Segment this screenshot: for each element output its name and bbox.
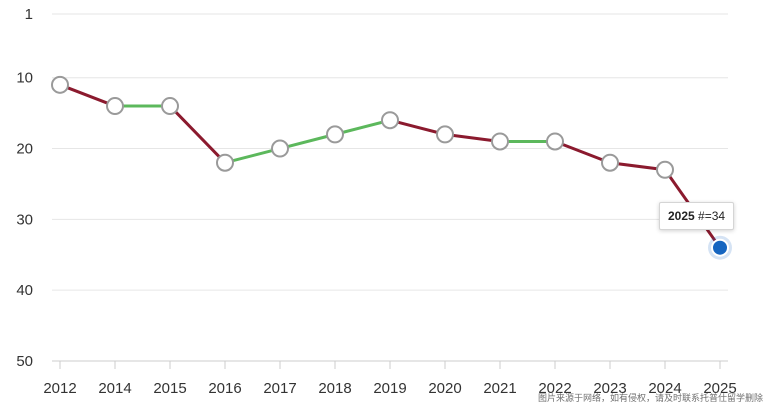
line-segment: [333, 118, 392, 136]
data-point[interactable]: [656, 160, 674, 179]
data-point[interactable]: [216, 153, 234, 172]
tooltip-year: 2025: [668, 209, 695, 223]
data-point[interactable]: [436, 125, 454, 144]
x-tick-label: 2024: [648, 380, 681, 397]
x-tick-label: 2025: [703, 380, 736, 397]
data-tooltip: 2025 #=34: [659, 202, 735, 230]
y-axis-ticks: 1 10 20 30 40 50: [16, 6, 33, 370]
data-point[interactable]: [271, 139, 289, 158]
watermark-text: 图片来源于网络，如有侵权，请及时联系托普仕留学删除: [537, 394, 763, 404]
line-segment: [278, 132, 337, 151]
x-tick-label: 2014: [98, 380, 131, 397]
data-point[interactable]: [106, 97, 124, 116]
line-segment: [223, 147, 282, 165]
x-tick-label: 2018: [318, 380, 351, 397]
y-tick-label: 1: [25, 6, 33, 23]
x-tick-label: 2016: [208, 380, 241, 397]
y-tick-label: 20: [16, 141, 33, 158]
data-point[interactable]: [546, 132, 564, 151]
line-segment: [58, 83, 117, 108]
y-tick-label: 50: [16, 353, 33, 370]
data-point[interactable]: [326, 125, 344, 144]
y-tick-label: 40: [16, 282, 33, 299]
x-tick-label: 2023: [593, 380, 626, 397]
data-point[interactable]: [161, 97, 179, 116]
x-tick-label: 2017: [263, 380, 296, 397]
line-segment: [443, 132, 502, 143]
line-segment: [608, 161, 667, 172]
x-tick-label: 2022: [538, 380, 571, 397]
x-axis: 2012 2014 2015 2016 2017 2018 2019 2020 2021 2022…: [43, 360, 737, 397]
x-tick-label: 2015: [153, 380, 186, 397]
data-point[interactable]: [51, 75, 69, 94]
y-tick-label: 30: [16, 211, 33, 228]
line-segment: [168, 104, 227, 165]
x-tick-label: 2021: [483, 380, 516, 397]
data-point[interactable]: [491, 132, 509, 151]
x-tick-label: 2012: [43, 380, 76, 397]
data-point[interactable]: [381, 111, 399, 130]
line-segment: [388, 118, 447, 136]
line-segment: [553, 139, 612, 165]
x-tick-label: 2019: [373, 380, 406, 397]
grid-lines: [52, 13, 728, 362]
series-points[interactable]: [51, 75, 732, 260]
x-tick-label: 2020: [428, 380, 461, 397]
tooltip-rank: #=34: [698, 209, 726, 223]
data-point[interactable]: [601, 153, 619, 172]
data-point-highlighted[interactable]: [711, 238, 729, 257]
series-lines: [58, 83, 722, 250]
y-tick-label: 10: [16, 70, 33, 87]
